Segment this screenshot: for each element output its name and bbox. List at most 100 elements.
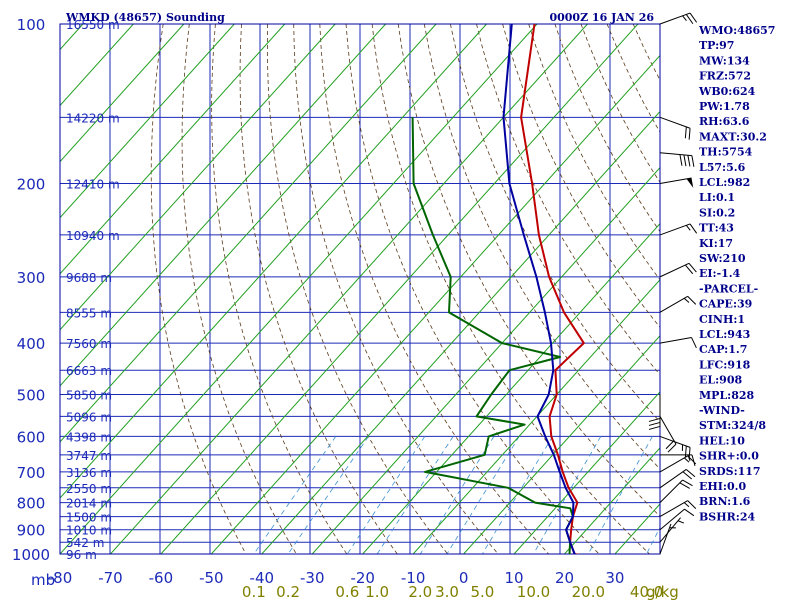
barb-flag [687,500,697,509]
index-panel: WMO:48657 TP:97 MW:134 FRZ:572 WB0:624 PW:1.7… [698,24,775,523]
height-tick-label: 1500 m [66,511,112,525]
barb-staff [659,116,691,129]
temperature-tick-label: -20 [350,569,375,587]
index-value: WB0:624 [698,85,756,98]
index-value: STM:324/8 [699,419,766,432]
barb-flag [691,155,695,167]
mixing-ratio-tick-label: 0.1 [242,583,266,600]
parcel-profile [502,24,577,554]
barb-flag [684,264,694,275]
index-value: EI:-1.4 [699,267,741,280]
height-tick-label: 7560 m [66,337,112,351]
wind-barb [659,223,698,236]
index-value: RH:63.6 [699,115,750,128]
index-value: SRDS:117 [699,465,761,478]
index-value: EL:908 [699,374,742,387]
valid-time: 0000Z 16 JAN 26 [549,11,654,24]
barb-flag [682,471,693,480]
height-tick-label: 16550 m [66,18,120,32]
height-tick-label: 14220 m [66,111,120,125]
barb-flag [691,454,696,466]
pressure-tick-label: 300 [17,269,46,287]
temperature-tick-label: 10 [505,569,524,587]
index-value: CAP:1.7 [699,343,747,356]
dry-adiabat [239,24,398,554]
barb-flag [684,508,695,517]
wind-barb [659,177,694,188]
index-value: SW:210 [699,252,746,265]
isotherm-line [412,278,660,554]
pressure-tick-label: 900 [17,522,46,540]
barb-staff [659,295,688,313]
barb-staff [659,12,691,25]
height-tick-label: 6663 m [66,364,112,378]
barb-half-flag [683,457,690,463]
mixing-ratio-line [376,436,454,554]
temperature-tick-label: 30 [605,569,624,587]
height-tick-label: 1010 m [66,524,112,538]
index-value: WMO:48657 [698,24,775,37]
barb-staff [659,223,691,236]
mixing-ratio-tick-label: 20.0 [572,583,605,600]
wind-barb [659,508,695,531]
mixing-ratio-tick-label: 0.2 [276,583,300,600]
barb-flag [688,263,697,273]
mixing-ratio-tick-label: 10.0 [517,583,550,600]
height-tick-label: 5096 m [66,410,112,424]
dry-adiabat [150,24,247,554]
mixing-ratio-line [533,436,602,554]
isotherm-line [362,222,660,554]
barb-flag [688,128,691,140]
index-value: HEL:10 [699,434,745,447]
barb-flag [687,455,697,465]
dry-adiabat [554,24,660,233]
wind-barbs [648,12,698,555]
index-value: SHR+:0.0 [699,450,759,463]
height-tick-label: 3747 m [66,449,112,463]
isotherm-line [60,24,336,331]
mixing-ratio-tick-label: 40.0 [630,583,663,600]
height-tick-label: 10940 m [66,229,120,243]
barb-staff [659,337,692,344]
barb-flag [687,296,697,305]
pressure-unit-label: mb [31,571,55,589]
profile-lines [411,24,585,554]
barb-flag [648,425,661,430]
temperature-profile [520,24,585,554]
barb-flag [685,469,696,478]
wind-barb [659,116,691,140]
barb-staff [659,455,688,473]
mixing-ratio-line [482,436,553,554]
wind-barb [659,337,697,349]
temperature-tick-label: -80 [48,569,73,587]
mixing-ratio-line [346,436,426,554]
barb-staff [659,177,692,185]
index-value: LCL:943 [699,328,750,341]
wind-barb [659,12,698,25]
barb-flag [684,445,687,458]
index-value: -PARCEL- [699,282,758,295]
isotherm-line [60,24,185,163]
index-value: BRN:1.6 [699,495,751,508]
barb-flag [685,14,694,25]
barb-flag [648,417,661,422]
barb-pennant [686,177,694,188]
temperature-tick-label: -60 [149,569,174,587]
pressure-tick-label: 400 [17,335,46,353]
index-value: LFC:918 [699,358,751,371]
height-tick-label: 2014 m [66,497,112,511]
isotherm-line [463,335,660,554]
temperature-tick-label: -50 [199,569,224,587]
dry-adiabat [397,24,660,517]
mixing-ratio-line [419,436,495,554]
isotherm-line [513,391,660,554]
height-tick-label: 12410 m [66,178,120,192]
isotherm-line [60,24,538,554]
dry-adiabat [528,24,660,281]
temperature-tick-label: -40 [250,569,275,587]
barb-staff [659,416,677,445]
dry-adiabat [580,24,660,184]
mixing-ratio-tick-label: 5.0 [470,583,494,600]
grid-clip-group [60,24,660,554]
